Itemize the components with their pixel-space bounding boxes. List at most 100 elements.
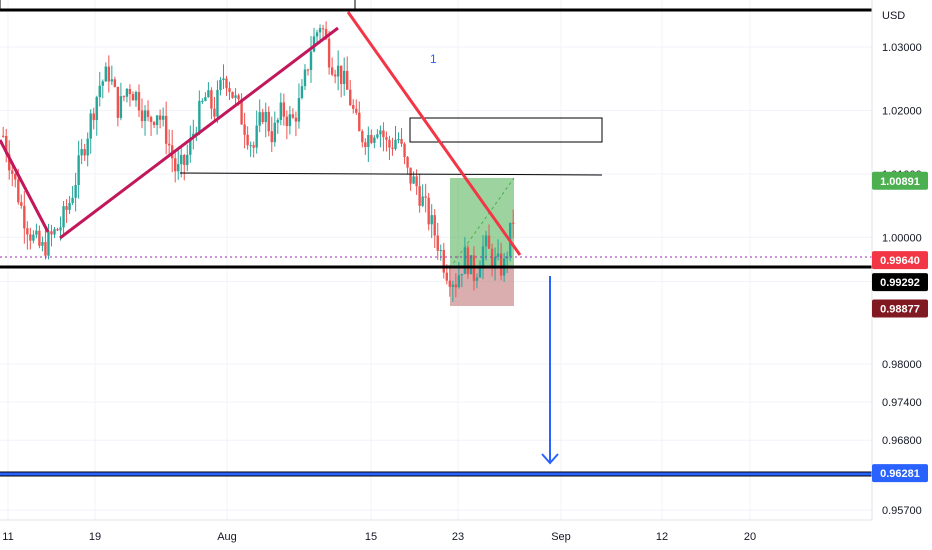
candle-body bbox=[279, 102, 283, 120]
candle-body bbox=[180, 155, 183, 165]
candle-body bbox=[65, 206, 68, 210]
candle-body bbox=[35, 230, 38, 235]
candle-body bbox=[183, 155, 186, 166]
price-tag-label: 0.99640 bbox=[880, 255, 920, 267]
price-tag-bg bbox=[872, 251, 928, 270]
candle-body bbox=[336, 65, 340, 77]
candle-body bbox=[330, 67, 334, 75]
candle-body bbox=[499, 253, 503, 276]
wave-label: 1 bbox=[430, 52, 437, 66]
candle-body bbox=[146, 110, 150, 117]
candles bbox=[2, 21, 515, 302]
candle-body bbox=[457, 275, 461, 288]
candle-body bbox=[122, 96, 126, 98]
candle-body bbox=[273, 122, 276, 143]
candle-body bbox=[161, 115, 165, 120]
price-tag-label: 0.96281 bbox=[880, 468, 920, 480]
candle-body bbox=[300, 86, 304, 99]
candle-body bbox=[270, 131, 273, 143]
candle-body bbox=[264, 111, 267, 123]
candle-body bbox=[430, 215, 433, 225]
candle-body bbox=[370, 134, 373, 143]
candle-body bbox=[210, 90, 213, 109]
candle-body bbox=[475, 277, 479, 281]
candle-body bbox=[346, 70, 349, 90]
neckline[interactable] bbox=[179, 172, 603, 176]
target-arrow-head bbox=[541, 453, 559, 465]
candle-body bbox=[339, 65, 343, 84]
position-diagonal bbox=[449, 177, 515, 269]
price-tag-bg bbox=[872, 171, 928, 190]
candle-body bbox=[306, 69, 310, 71]
candle-body bbox=[388, 139, 391, 148]
candle-body bbox=[38, 230, 41, 246]
candle-body bbox=[83, 149, 86, 156]
candle-body bbox=[47, 231, 50, 256]
candle-body bbox=[315, 32, 319, 37]
candle-body bbox=[436, 235, 439, 251]
candle-body bbox=[421, 196, 424, 206]
candle-body bbox=[376, 134, 379, 138]
y-tick-label: 1.03000 bbox=[882, 42, 922, 54]
candle-body bbox=[324, 29, 328, 39]
trendline-down[interactable] bbox=[346, 11, 522, 256]
candle-body bbox=[246, 134, 249, 146]
candle-body bbox=[216, 89, 219, 117]
candle-body bbox=[261, 112, 264, 123]
candle-body bbox=[2, 135, 5, 137]
candle-body bbox=[493, 256, 497, 269]
candle-body bbox=[252, 145, 255, 148]
candle-body bbox=[451, 284, 455, 287]
candle-body bbox=[448, 280, 452, 287]
candle-body bbox=[155, 115, 159, 126]
candle-body bbox=[62, 206, 65, 228]
candle-body bbox=[379, 130, 382, 135]
candle-body bbox=[373, 137, 376, 143]
time-axis-bg[interactable] bbox=[0, 520, 932, 550]
candle-body bbox=[400, 139, 403, 144]
candle-body bbox=[77, 155, 80, 186]
candle-body bbox=[237, 95, 240, 100]
candle-body bbox=[309, 51, 313, 71]
candle-body bbox=[255, 125, 258, 148]
candle-body bbox=[17, 179, 20, 203]
candle-body bbox=[41, 242, 44, 246]
candle-body bbox=[74, 185, 77, 198]
candle-body bbox=[412, 176, 415, 184]
candle-body bbox=[463, 247, 467, 275]
candle-body bbox=[219, 79, 222, 90]
candle-body bbox=[469, 255, 473, 275]
candle-body bbox=[119, 96, 123, 118]
candle-body bbox=[466, 247, 470, 275]
trendline-down-left[interactable] bbox=[0, 139, 50, 233]
candle-body bbox=[174, 158, 177, 172]
price-tag-label: 0.98877 bbox=[880, 303, 920, 315]
candle-body bbox=[140, 110, 144, 122]
candle-body bbox=[481, 246, 485, 269]
trendline-up[interactable] bbox=[59, 26, 339, 240]
candle-body bbox=[89, 113, 92, 139]
candle-body bbox=[358, 112, 361, 132]
candle-body bbox=[294, 117, 298, 122]
candle-body bbox=[391, 147, 394, 149]
candle-body bbox=[128, 88, 132, 95]
price-tag-bg bbox=[872, 273, 928, 292]
x-tick-label: 11 bbox=[2, 531, 13, 543]
candle-body bbox=[234, 95, 237, 98]
resistance-rectangle[interactable] bbox=[409, 117, 603, 143]
candle-body bbox=[225, 78, 228, 89]
candle-body bbox=[406, 157, 409, 168]
x-tick-label: Aug bbox=[217, 531, 237, 543]
candle-body bbox=[8, 154, 11, 171]
currency-label: USD bbox=[882, 10, 905, 22]
candle-body bbox=[424, 196, 427, 198]
x-ticks: 11 19 Aug 15 23 Sep 12 20 bbox=[2, 531, 756, 543]
candle-body bbox=[11, 170, 14, 174]
candle-body bbox=[29, 234, 32, 241]
x-tick-label: 12 bbox=[656, 531, 668, 543]
candle-body bbox=[258, 112, 261, 126]
candle-body bbox=[352, 105, 355, 109]
candle-body bbox=[26, 228, 29, 235]
candle-body bbox=[44, 242, 47, 256]
